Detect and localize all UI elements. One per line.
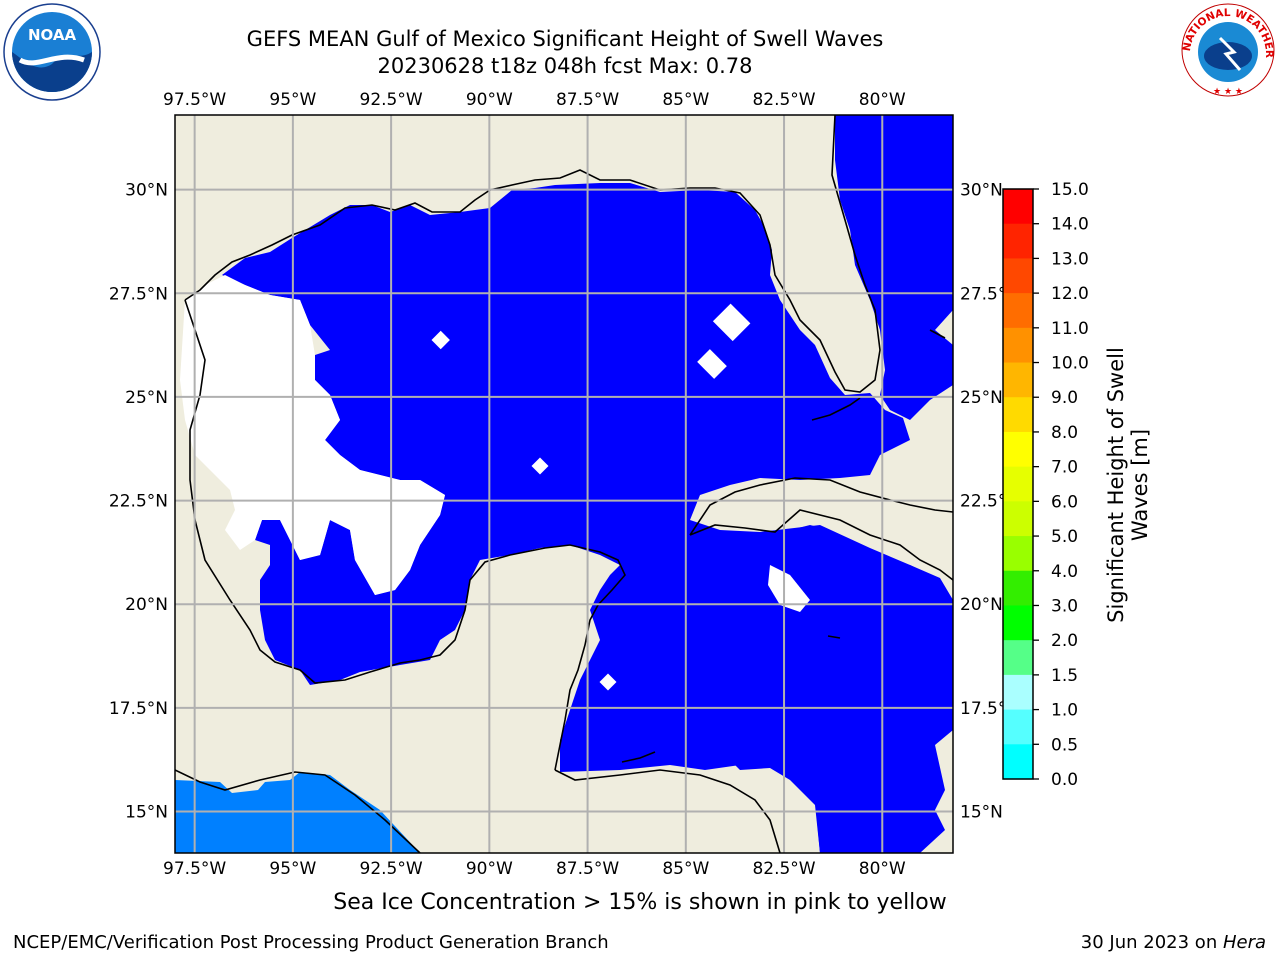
longitude-label: 95°W	[269, 859, 316, 879]
colorbar-segment	[1003, 397, 1033, 433]
graticule	[175, 115, 953, 853]
colorbar-segment	[1003, 362, 1033, 398]
latitude-label: 15°N	[125, 803, 168, 823]
colorbar-tick-label: 7.0	[1051, 458, 1078, 478]
coastline	[175, 115, 953, 853]
longitude-label: 87.5°W	[556, 90, 619, 110]
longitude-label: 95°W	[269, 90, 316, 110]
colorbar-tick-label: 15.0	[1051, 180, 1089, 200]
nws-logo-icon: NATIONAL WEATHER SERVICE ★ ★ ★	[1176, 0, 1275, 97]
latitude-label: 22.5°N	[109, 492, 168, 512]
colorbar-tick-label: 5.0	[1051, 527, 1078, 547]
longitude-label: 80°W	[859, 859, 906, 879]
nodata-patch	[712, 303, 751, 342]
colorbar-tick-label: 6.0	[1051, 492, 1078, 512]
longitude-label: 82.5°W	[752, 859, 815, 879]
svg-text:★ ★ ★: ★ ★ ★	[1213, 87, 1243, 97]
footer-host: Hera	[1222, 932, 1266, 953]
longitude-label: 80°W	[859, 90, 906, 110]
colorbar-tick-label: 14.0	[1051, 215, 1089, 235]
footer-date-text: 30 Jun 2023 on	[1080, 932, 1223, 953]
colorbar-label: Significant Height of Swell Waves [m]	[1104, 347, 1152, 623]
longitude-label: 92.5°W	[360, 859, 423, 879]
latitude-label: 20°N	[125, 595, 168, 615]
colorbar-segment	[1003, 570, 1033, 607]
longitude-label: 90°W	[466, 90, 513, 110]
latitude-label: 17.5°N	[109, 699, 168, 719]
longitude-label: 92.5°W	[360, 90, 423, 110]
colorbar: 15.0 14.0 13.0 12.0 11.0 10.0 9.0 8.0 7.0 6.0 5.0 4…	[1002, 180, 1089, 790]
colorbar-tick-label: 4.0	[1051, 562, 1078, 582]
colorbar-segment	[1003, 709, 1033, 745]
footer-date: 30 Jun 2023 on Hera	[1081, 932, 1266, 953]
longitude-label: 82.5°W	[752, 90, 815, 110]
latitude-label: 25°N	[960, 388, 1003, 408]
colorbar-tick-label: 0.0	[1051, 770, 1078, 790]
colorbar-segment	[1003, 501, 1033, 537]
footer-credit: NCEP/EMC/Verification Post Processing Pr…	[13, 932, 609, 953]
longitude-label: 85°W	[662, 859, 709, 879]
latitude-label: 20°N	[960, 595, 1003, 615]
sea-ice-note: Sea Ice Concentration > 15% is shown in …	[333, 890, 947, 915]
colorbar-segment	[1003, 258, 1033, 294]
colorbar-tick-label: 1.0	[1051, 701, 1078, 721]
nodata-patch	[697, 349, 727, 379]
colorbar-frame	[1002, 188, 1034, 780]
colorbar-segment	[1003, 466, 1033, 502]
nodata-near-cuba	[768, 565, 810, 612]
colorbar-tick-label: 2.0	[1051, 631, 1078, 651]
colorbar-tick-label: 9.0	[1051, 388, 1078, 408]
latitude-label: 30°N	[960, 181, 1003, 201]
latitude-label: 27.5°N	[109, 284, 168, 304]
colorbar-segment	[1003, 189, 1033, 225]
nodata-western-gulf	[180, 275, 445, 595]
colorbar-segment	[1003, 674, 1033, 711]
colorbar-tick-label: 11.0	[1051, 319, 1089, 339]
colorbar-tick-label: 12.0	[1051, 284, 1089, 304]
nodata-patch	[531, 457, 549, 475]
colorbar-segment	[1003, 605, 1033, 641]
chart-title: GEFS MEAN Gulf of Mexico Significant Hei…	[246, 27, 884, 51]
longitude-label: 87.5°W	[556, 859, 619, 879]
nodata-patch	[431, 330, 450, 350]
nodata-patch	[599, 673, 617, 691]
longitude-label: 97.5°W	[163, 90, 226, 110]
colorbar-segment	[1003, 431, 1033, 468]
colorbar-tick-label: 13.0	[1051, 249, 1089, 269]
latitude-label: 25°N	[125, 388, 168, 408]
longitude-label: 97.5°W	[163, 859, 226, 879]
colorbar-tick-label: 3.0	[1051, 596, 1078, 616]
colorbar-segment	[1003, 744, 1033, 780]
colorbar-tick-label: 8.0	[1051, 423, 1078, 443]
chart-subtitle: 20230628 t18z 048h fcst Max: 0.78	[377, 54, 753, 78]
colorbar-segment	[1003, 223, 1033, 260]
colorbar-tick-label: 10.0	[1051, 354, 1089, 374]
longitude-label: 85°W	[662, 90, 709, 110]
noaa-logo-text: NOAA	[28, 26, 77, 44]
colorbar-tick-label: 1.5	[1051, 666, 1078, 686]
longitude-label: 90°W	[466, 859, 513, 879]
colorbar-segment	[1003, 293, 1033, 329]
axis-labels: 97.5°W 97.5°W 95°W 95°W 92.5°W 92.5°W 90°W 90°W…	[109, 90, 1019, 879]
colorbar-segment	[1003, 536, 1033, 572]
map-frame	[174, 114, 954, 854]
colorbar-tick-label: 0.5	[1051, 735, 1078, 755]
swell-field-caribbean	[730, 525, 953, 853]
swell-field-atlantic	[835, 115, 953, 420]
colorbar-segment	[1003, 327, 1033, 364]
latitude-label: 30°N	[125, 181, 168, 201]
colorbar-segment	[1003, 640, 1033, 676]
latitude-label: 15°N	[960, 803, 1003, 823]
noaa-logo-icon: NOAA	[3, 3, 101, 101]
